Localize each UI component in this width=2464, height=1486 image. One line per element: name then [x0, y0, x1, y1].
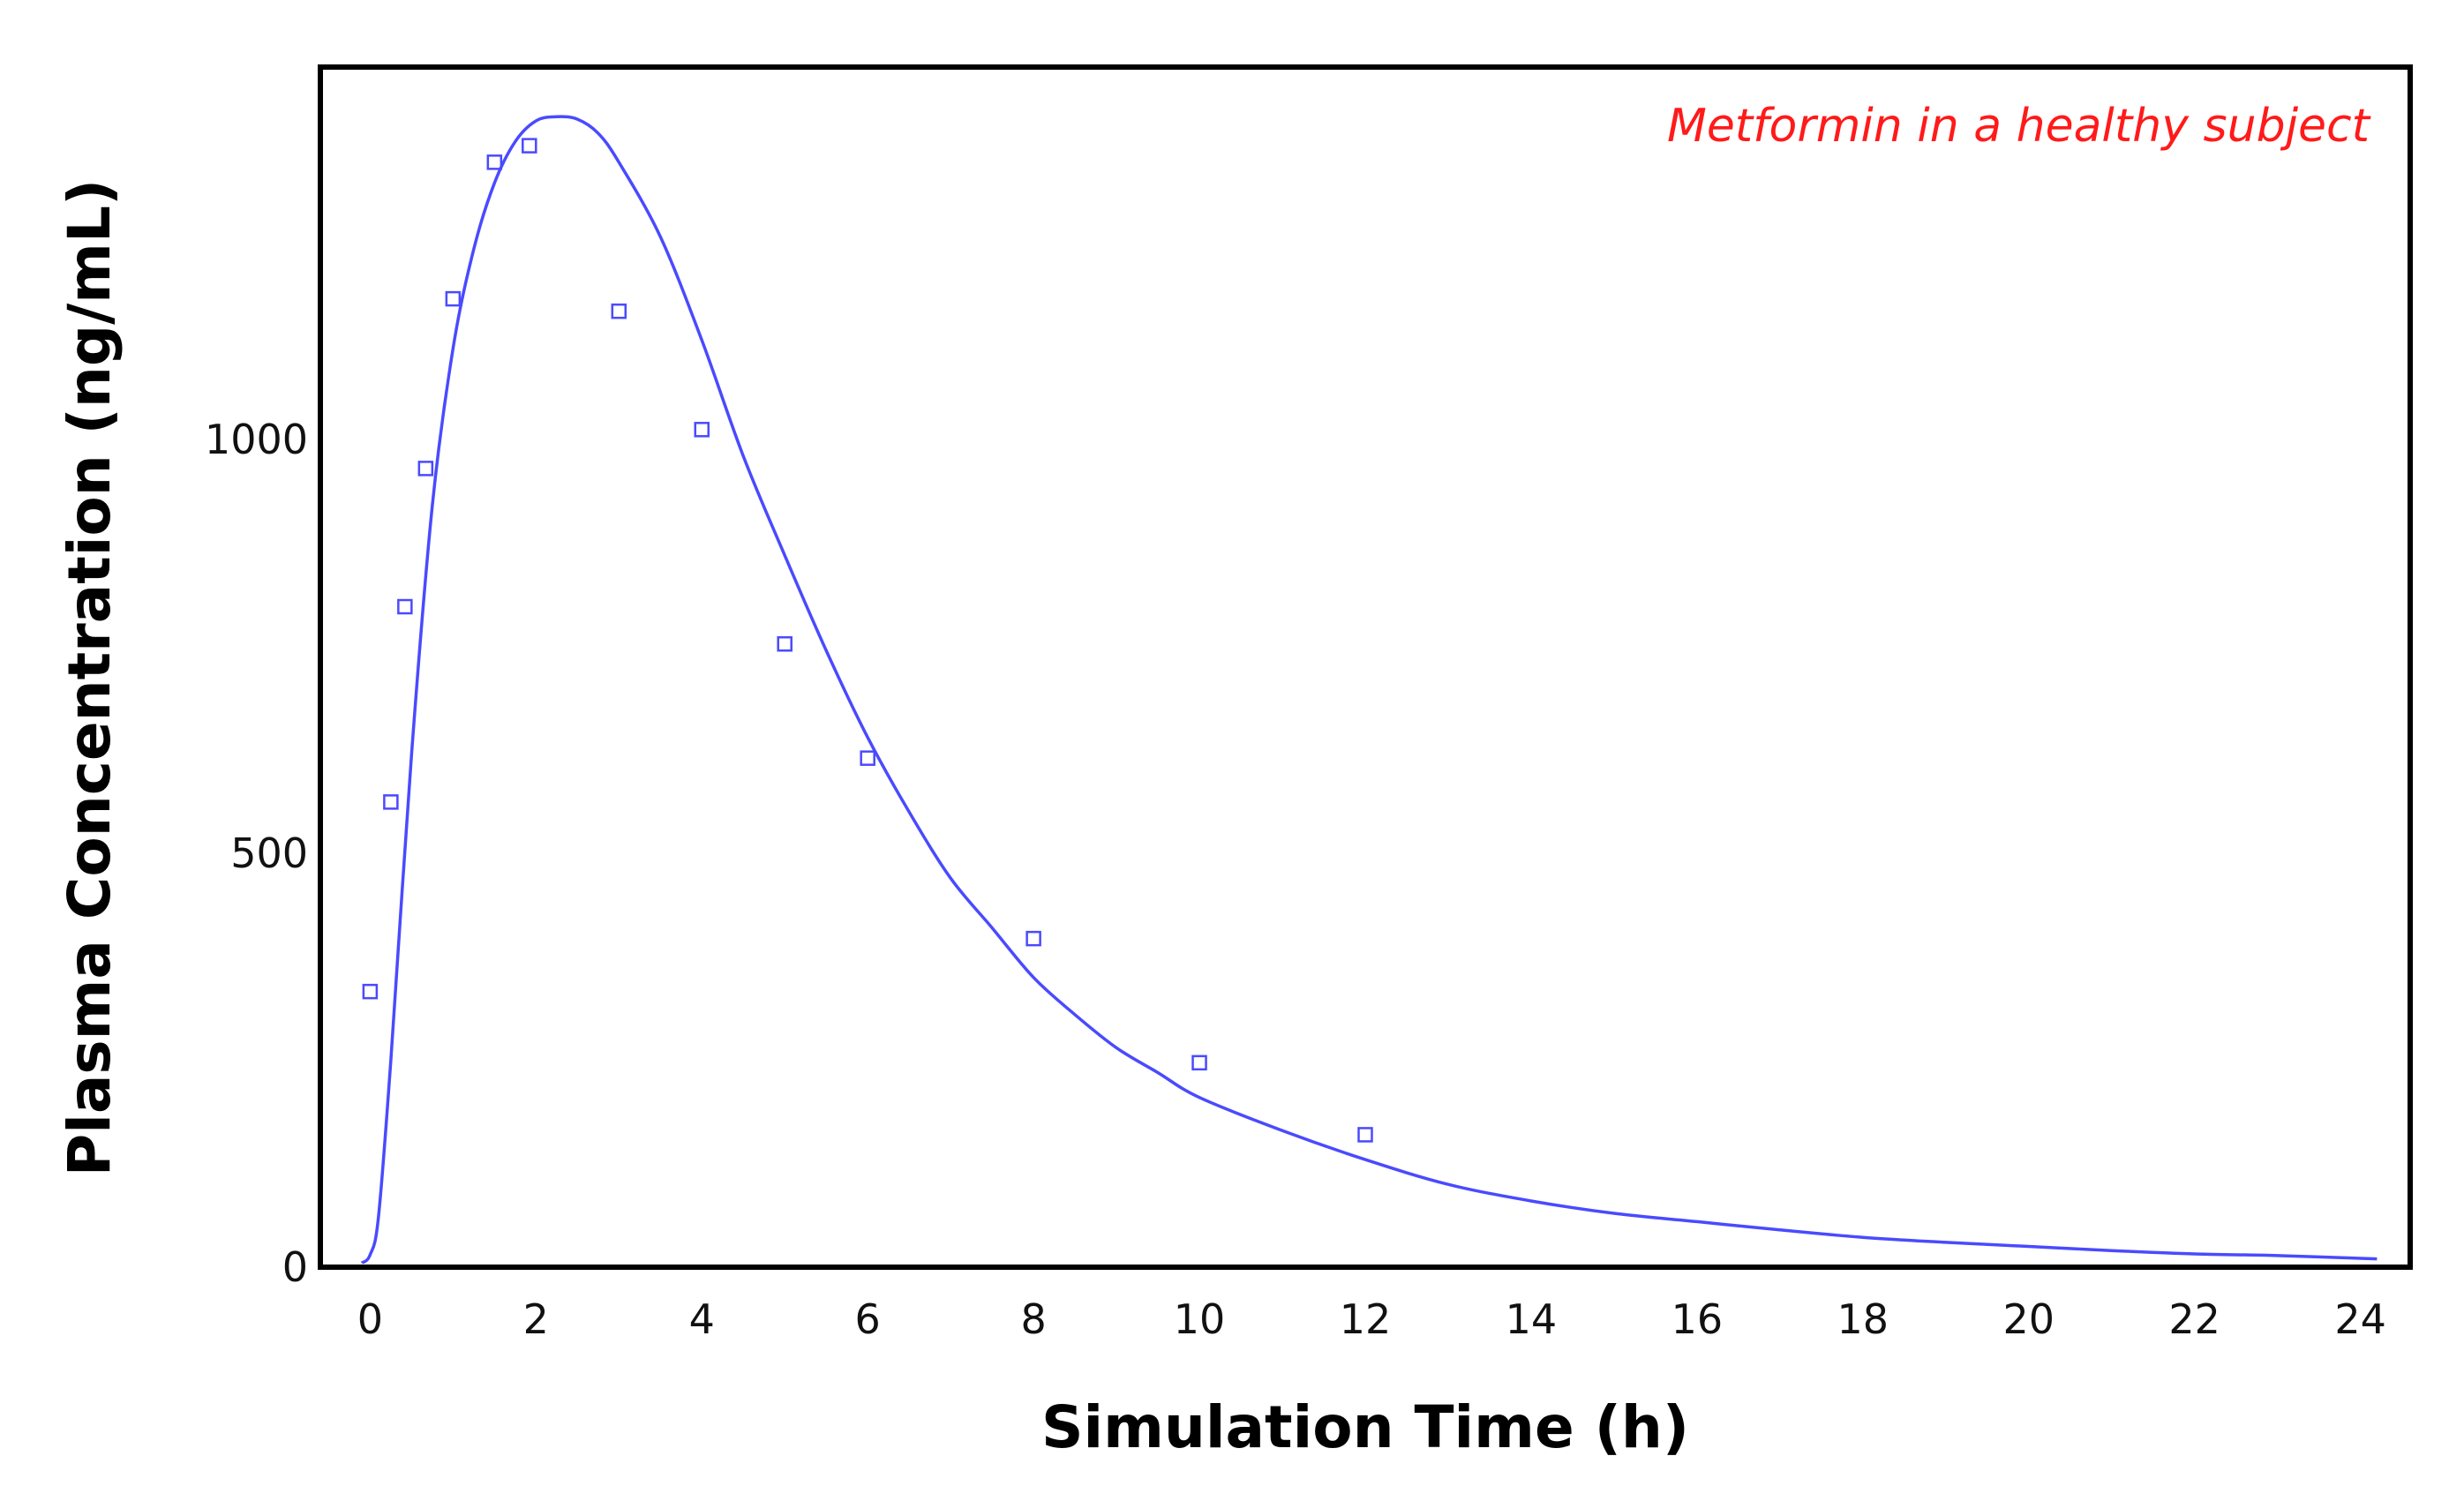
- plot-frame: [318, 64, 2413, 1270]
- observed-point: [1357, 1127, 1373, 1143]
- x-tick-label: 8: [1020, 1295, 1046, 1343]
- x-tick-label: 18: [1837, 1295, 1889, 1343]
- observed-point: [397, 598, 413, 615]
- x-axis-ticks: 0 2 4 6 8 10 12 14 16 18 20 22 24: [357, 1295, 2386, 1343]
- observed-point: [445, 290, 462, 307]
- observed-point: [694, 422, 710, 438]
- observed-point: [611, 303, 627, 319]
- observed-point: [522, 138, 537, 154]
- x-tick-label: 14: [1506, 1295, 1558, 1343]
- x-tick-label: 16: [1671, 1295, 1724, 1343]
- y-axis-title: Plasma Concentration (ng/mL): [56, 179, 124, 1176]
- x-tick-label: 0: [357, 1295, 383, 1343]
- observed-point: [362, 983, 379, 1000]
- observed-point: [1025, 930, 1041, 947]
- x-tick-label: 20: [2002, 1295, 2055, 1343]
- observed-point: [417, 461, 434, 477]
- observed-point: [1191, 1054, 1207, 1071]
- series-layer: [360, 115, 2378, 1265]
- observed-point: [486, 154, 503, 170]
- x-tick-label: 4: [689, 1295, 715, 1343]
- y-axis-ticks: 0 500 1000: [205, 416, 308, 1291]
- observed-point: [777, 635, 793, 652]
- observed-point: [383, 794, 399, 810]
- x-tick-label: 24: [2334, 1295, 2386, 1343]
- observed-point: [860, 750, 875, 766]
- chart-annotation: Metformin in a healthy subject: [1667, 100, 2371, 153]
- x-tick-label: 22: [2168, 1295, 2220, 1343]
- x-tick-label: 10: [1174, 1295, 1226, 1343]
- simulated-curve: [360, 115, 2378, 1265]
- x-tick-label: 2: [523, 1295, 549, 1343]
- y-tick-label: 1000: [205, 416, 308, 463]
- x-tick-label: 6: [855, 1295, 881, 1343]
- y-tick-label: 500: [230, 829, 308, 877]
- y-tick-label: 0: [282, 1243, 308, 1291]
- x-tick-label: 12: [1340, 1295, 1392, 1343]
- x-axis-title: Simulation Time (h): [1041, 1393, 1689, 1461]
